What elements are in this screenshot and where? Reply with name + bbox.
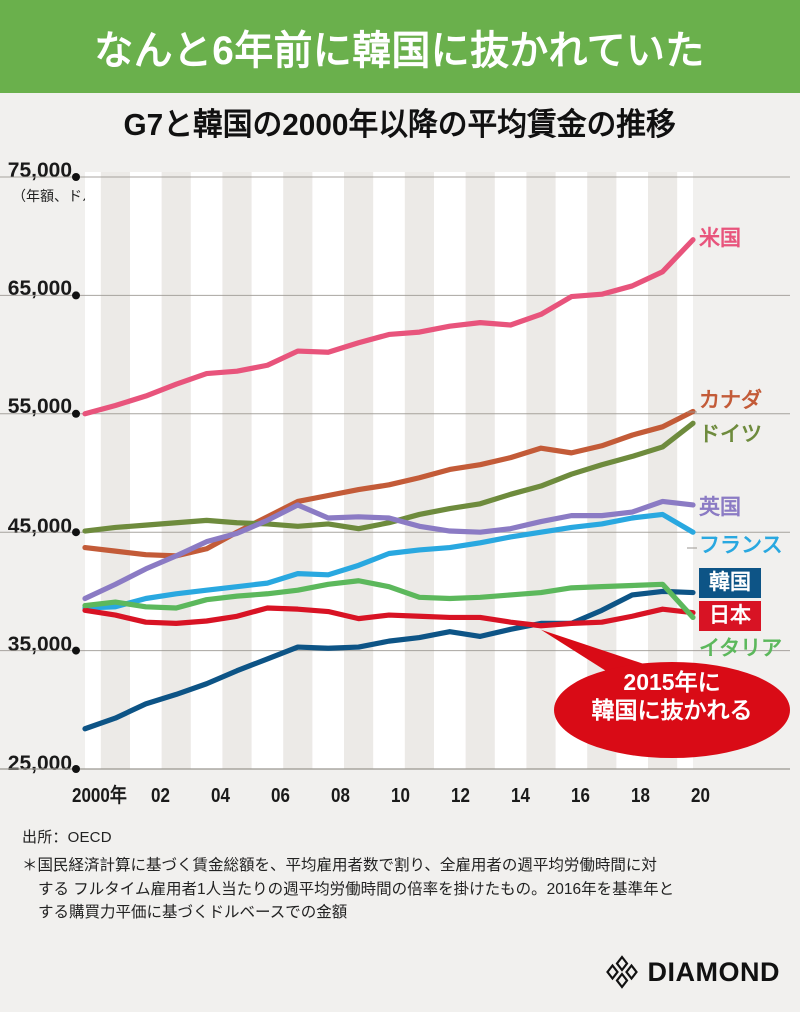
legend-badge-korea: 韓国: [699, 568, 761, 598]
x-tick-08: 08: [331, 785, 350, 807]
plot-gridlines: [0, 176, 790, 652]
y-tick-dots: [72, 173, 80, 773]
footnote-line-1: ＊国民経済計算に基づく賃金総額を、平均雇用者数で割り、全雇用者の週平均労働時間に…: [22, 857, 657, 874]
series-line-イタリア: [82, 578, 696, 621]
legend-label-italy: イタリア: [699, 637, 783, 660]
y-tick-75000: 75,000: [7, 159, 72, 182]
series-line-米国: [82, 237, 696, 417]
legend-label-us: 米国: [699, 227, 741, 250]
page-title: G7と韓国の2000年以降の平均賃金の推移: [123, 106, 677, 142]
source-label: 出所：OECD: [22, 829, 112, 846]
footnote: ＊国民経済計算に基づく賃金総額を、平均雇用者数で割り、全雇用者の週平均労働時間に…: [22, 854, 782, 925]
legend-leader-lines: [687, 411, 697, 549]
x-tick-02: 02: [151, 785, 170, 807]
wage-trend-line-chart: [0, 172, 790, 773]
legend-label-germany: ドイツ: [699, 423, 762, 446]
y-tick-55000: 55,000: [7, 395, 72, 418]
diamond-mark-icon: [605, 955, 638, 989]
y-tick-35000: 35,000: [7, 633, 72, 656]
footnote-line-2: する フルタイム雇用者1人当たりの週平均労働時間の倍率を掛けたもの。2016年を…: [38, 880, 675, 898]
legend-label-france: フランス: [699, 534, 783, 557]
legend-badge-japan: 日本: [699, 601, 761, 631]
diamond-logo: DIAMOND: [605, 955, 781, 989]
series-line-英国: [82, 498, 696, 602]
logo-text: DIAMOND: [647, 956, 780, 987]
banner-headline: なんと6年前に韓国に抜かれていた: [94, 28, 706, 73]
chart-title-bar: G7と韓国の2000年以降の平均賃金の推移: [0, 97, 800, 145]
x-tick-14: 14: [511, 785, 530, 807]
x-tick-12: 12: [451, 785, 470, 807]
x-tick-20: 20: [691, 785, 710, 807]
plot-stripes: [85, 172, 693, 769]
x-tick-18: 18: [631, 785, 650, 807]
legend-label-canada: カナダ: [699, 389, 762, 412]
banner: なんと6年前に韓国に抜かれていた: [0, 0, 800, 93]
legend-label-uk: 英国: [699, 496, 741, 519]
data-series-group: [82, 237, 696, 732]
footnote-line-3: する購買力平価に基づくドルベースでの金額: [38, 904, 348, 922]
x-tick-04: 04: [211, 785, 230, 807]
x-tick-10: 10: [391, 785, 410, 807]
series-line-フランス: [82, 511, 696, 611]
x-tick-16: 16: [571, 785, 590, 807]
series-line-日本: [82, 605, 696, 629]
series-line-ドイツ: [82, 420, 696, 534]
callout-bubble: [541, 629, 790, 758]
x-tick-06: 06: [271, 785, 290, 807]
series-line-韓国: [82, 588, 696, 732]
chart-area: [0, 150, 800, 820]
x-tick-2000: 2000年: [72, 785, 127, 807]
y-tick-65000: 65,000: [7, 277, 72, 300]
